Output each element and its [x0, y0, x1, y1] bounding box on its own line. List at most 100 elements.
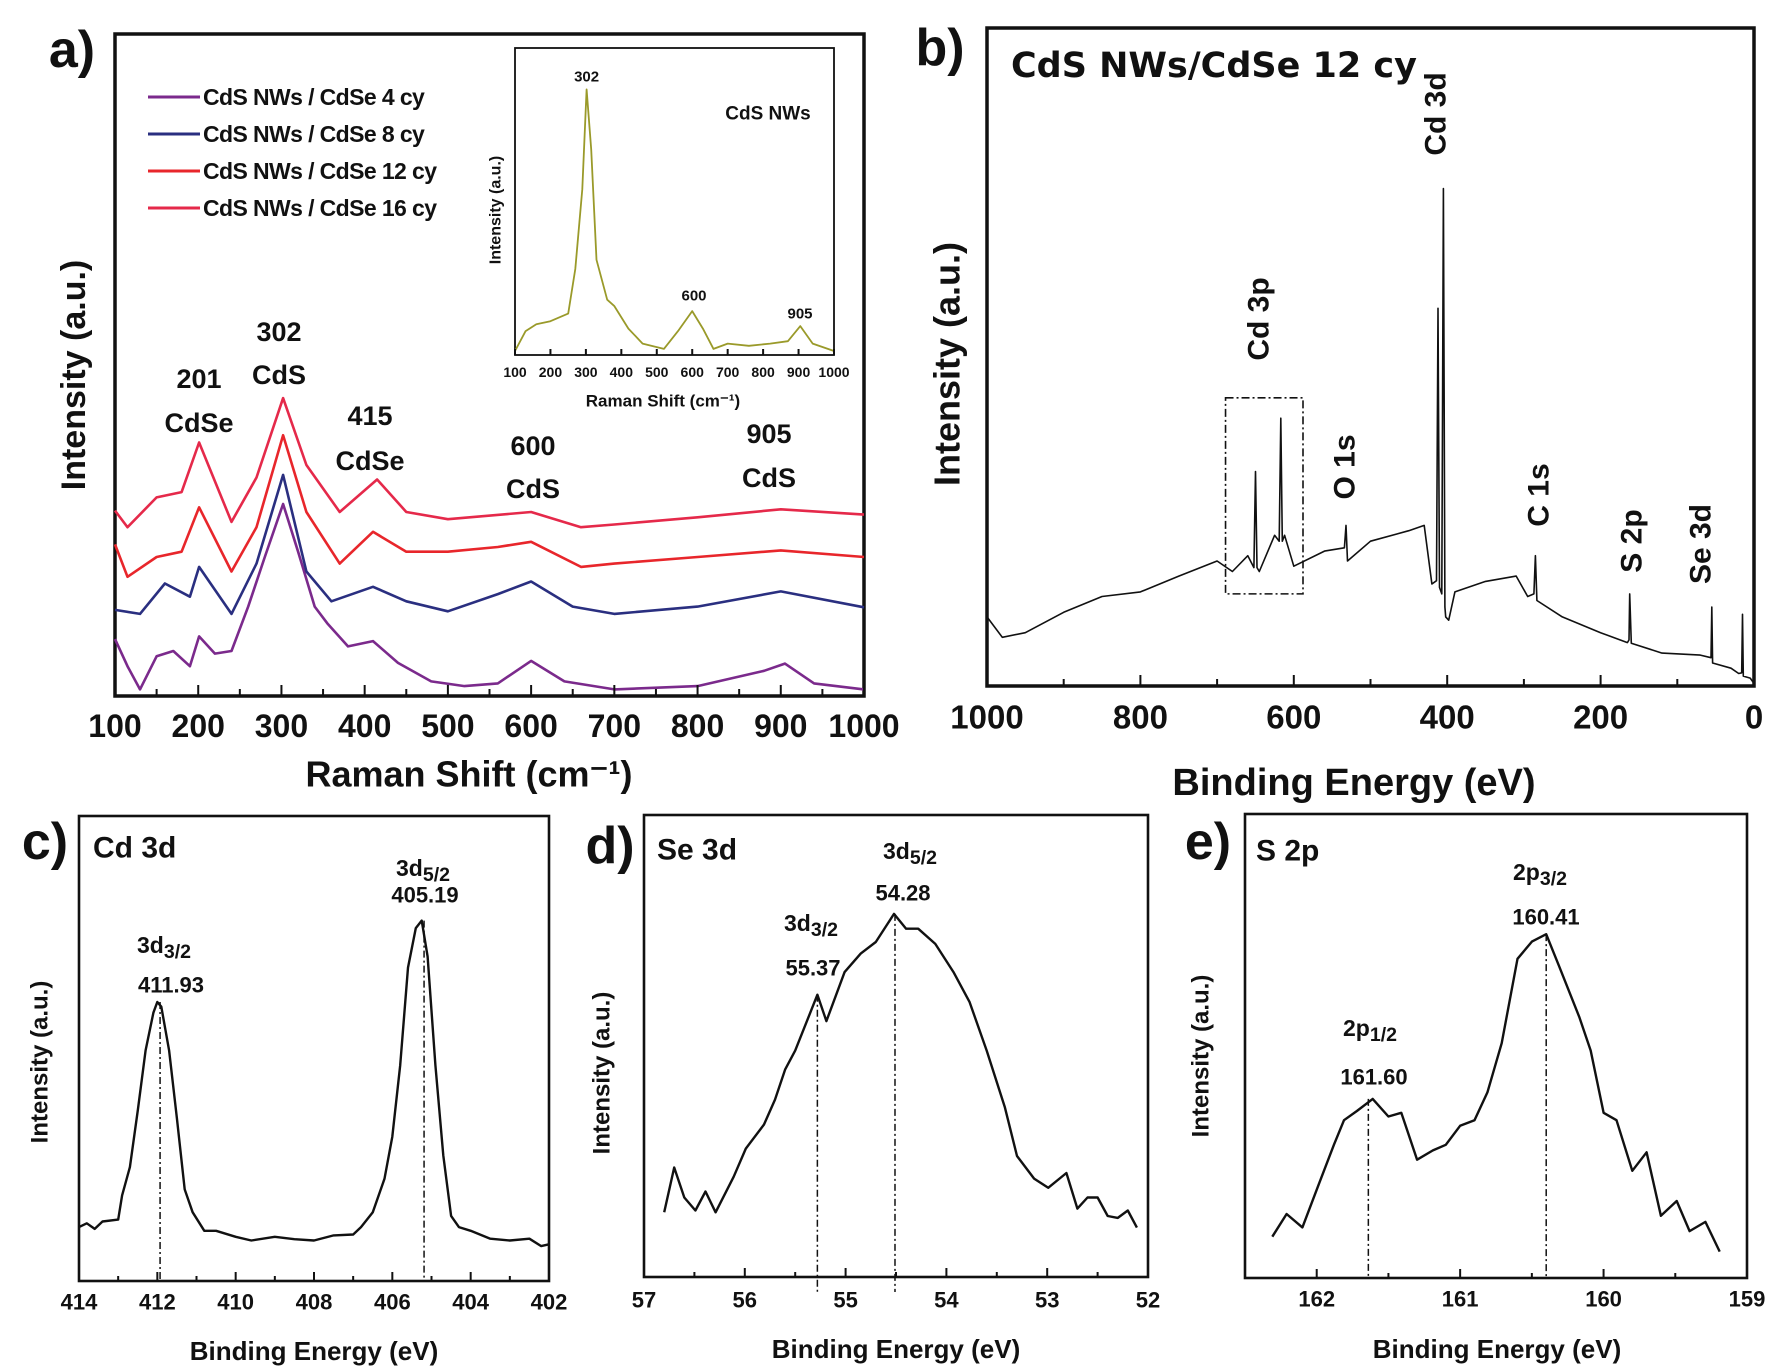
x-tick-label: 100 [503, 364, 527, 380]
peak-position-label: 600 [510, 431, 555, 461]
peak-species-label: CdSe [164, 408, 233, 438]
peak-label-subscript: 5/2 [910, 847, 937, 869]
peak-energy-label: 54.28 [875, 881, 930, 906]
peak-orbital-label: 3d5/2 [883, 838, 937, 869]
peak-position-label: 201 [176, 364, 221, 394]
x-tick-label: 402 [531, 1290, 568, 1315]
x-tick-label: 52 [1136, 1288, 1160, 1313]
panel-e: 162 161 160 159 Binding Energy (eV) Intensity… [1185, 812, 1765, 1364]
plot-frame [642, 813, 1150, 1279]
series-line-0 [1271, 933, 1721, 1253]
peak-orbital-label: 3d3/2 [784, 910, 838, 941]
x-tick-label: 200 [1573, 699, 1628, 736]
peak-label-subscript: 3/2 [1540, 868, 1567, 890]
plot-frame [1243, 812, 1749, 1280]
x-tick-label: 54 [934, 1288, 959, 1313]
panel-label: a) [49, 21, 95, 79]
xps-peak-label: S 2p [1616, 509, 1649, 572]
cd3p-highlight-box [1224, 396, 1304, 595]
x-tick-label: 600 [1266, 699, 1321, 736]
x-tick-label: 406 [374, 1290, 411, 1315]
x-axis-label: Binding Energy (eV) [772, 1334, 1020, 1364]
peak-position-label: 415 [347, 401, 392, 431]
x-tick-label: 410 [217, 1290, 254, 1315]
xps-peak-label: Cd 3p [1243, 277, 1276, 360]
x-tick-label: 100 [88, 708, 141, 744]
panel-ai: 100 200 300 400 500 600 700 800 900 1000 Raman Shi… [488, 47, 850, 411]
x-axis-label: Raman Shift (cm⁻¹) [305, 754, 632, 795]
x-tick-label: 300 [574, 364, 598, 380]
panel-title: S 2p [1256, 835, 1319, 868]
plot-frame [77, 814, 551, 1283]
peak-label-subscript: 5/2 [423, 864, 450, 886]
plot-frame [985, 26, 1756, 688]
peak-species-label: CdS [252, 360, 306, 390]
peak-label-base: 3d [784, 910, 811, 936]
peak-orbital-label: 3d5/2 [396, 855, 450, 886]
inset-peak-label: 600 [681, 288, 706, 305]
x-tick-label: 300 [255, 708, 308, 744]
x-tick-label: 800 [1113, 699, 1168, 736]
x-tick-label: 161 [1442, 1287, 1479, 1312]
x-tick-label: 900 [754, 708, 807, 744]
x-tick-label: 800 [671, 708, 724, 744]
x-axis-label: Binding Energy (eV) [1373, 1334, 1621, 1364]
y-axis-label: Intensity (a.u.) [488, 156, 505, 264]
x-tick-label: 53 [1035, 1288, 1059, 1313]
x-tick-label: 800 [751, 364, 775, 380]
x-axis-label: Binding Energy (eV) [1172, 762, 1535, 804]
panel-label: e) [1185, 813, 1231, 871]
series-line-0 [113, 502, 865, 691]
series-line-3 [113, 396, 865, 529]
peak-label-subscript: 3/2 [164, 941, 191, 963]
x-axis-label: Binding Energy (eV) [190, 1336, 438, 1366]
y-axis-label: Intensity (a.u.) [27, 981, 54, 1144]
x-tick-label: 162 [1298, 1287, 1335, 1312]
panel-label: b) [915, 19, 964, 77]
peak-label-base: 3d [883, 838, 910, 864]
inset-peak-label: 302 [574, 69, 599, 86]
peak-label-base: 3d [396, 855, 423, 881]
xps-peak-label: C 1s [1523, 463, 1556, 526]
panel-title: Cd 3d [93, 832, 176, 865]
series-line-0 [514, 88, 835, 352]
series-line-0 [663, 912, 1138, 1229]
x-tick-label: 1000 [950, 699, 1023, 736]
x-tick-label: 900 [787, 364, 811, 380]
panel-title: CdS NWs/CdSe 12 cy [1011, 46, 1417, 86]
x-tick-label: 600 [681, 364, 705, 380]
peak-position-label: 905 [746, 419, 791, 449]
y-axis-label: Intensity (a.u.) [1188, 975, 1215, 1138]
peak-label-base: 2p [1513, 859, 1540, 885]
peak-label-base: 2p [1343, 1015, 1370, 1041]
panel-c: 414 412 410 408 406 404 402 Binding Energy (eV)… [22, 813, 567, 1366]
peak-energy-label: 161.60 [1340, 1065, 1407, 1090]
legend-entry: CdS NWs / CdSe 16 cy [203, 195, 437, 221]
inset-peak-label: 905 [787, 306, 812, 323]
peak-energy-label: 405.19 [391, 883, 458, 908]
panel-title: Se 3d [657, 834, 737, 867]
x-tick-label: 412 [139, 1290, 176, 1315]
panel-label: c) [22, 813, 68, 871]
plot-frame [514, 47, 835, 356]
series-line-2 [113, 433, 865, 579]
peak-energy-label: 160.41 [1512, 905, 1579, 930]
x-tick-label: 400 [1420, 699, 1475, 736]
x-tick-label: 55 [833, 1288, 857, 1313]
xps-peak-label: Cd 3d [1420, 72, 1453, 155]
peak-label-base: 3d [137, 932, 164, 958]
xps-peak-label: O 1s [1329, 434, 1362, 499]
peak-orbital-label: 2p3/2 [1513, 859, 1567, 890]
x-tick-label: 160 [1585, 1287, 1622, 1312]
x-tick-label: 400 [338, 708, 391, 744]
x-tick-label: 600 [504, 708, 557, 744]
panel-d: 57 56 55 54 53 52 Binding Energy (eV) Intensity… [585, 813, 1160, 1364]
x-tick-label: 200 [539, 364, 563, 380]
x-tick-label: 404 [452, 1290, 489, 1315]
panel-title: CdS NWs [725, 104, 811, 125]
x-tick-label: 500 [645, 364, 669, 380]
panel-b: 1000 800 600 400 200 0 Binding Energy (eV) Inte… [915, 19, 1763, 804]
series-line-0 [78, 919, 550, 1248]
x-tick-label: 700 [716, 364, 740, 380]
